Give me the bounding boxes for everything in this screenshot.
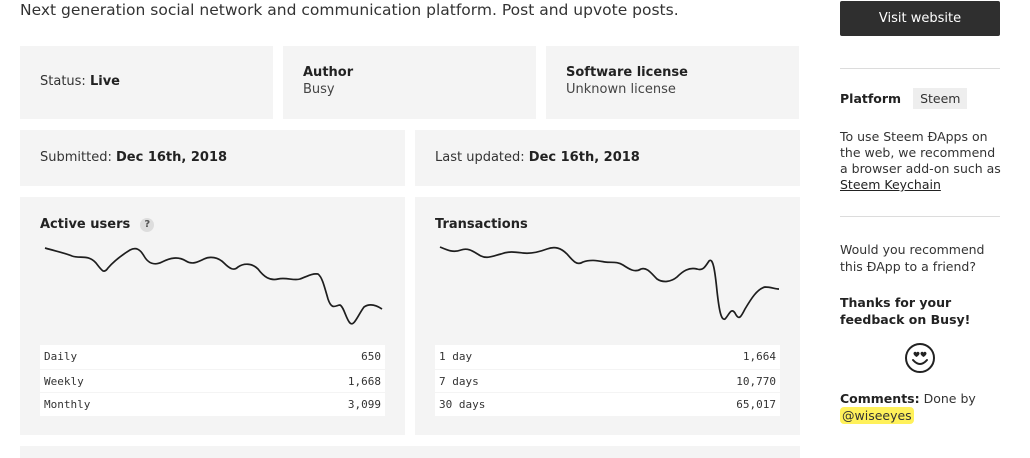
- transactions-sparkline: [439, 246, 780, 320]
- stat-row-daily: Daily 650: [40, 345, 385, 369]
- stat-row-30-days: 30 days 65,017: [435, 392, 780, 416]
- transactions-stats: 1 day 1,664 7 days 10,770 30 days 65,017: [435, 345, 780, 416]
- active-users-card: Active users ? Daily 650 Weekly 1,668 Mont…: [20, 197, 405, 435]
- status-label: Status:: [40, 74, 86, 89]
- sidebar-divider: [840, 68, 1000, 69]
- comments: Comments: Done by @wiseeyes: [840, 390, 1005, 424]
- active-users-title: Active users: [40, 217, 131, 232]
- active-users-stats: Daily 650 Weekly 1,668 Monthly 3,099: [40, 345, 385, 416]
- status-value: Live: [89, 74, 120, 89]
- license-card: Software license Unknown license: [546, 46, 799, 119]
- author-card: Author Busy: [283, 46, 536, 119]
- submitted-label: Submitted:: [40, 150, 112, 165]
- last-updated-label: Last updated:: [435, 150, 525, 165]
- feedback-thanks: Thanks for your feedback on Busy!: [840, 295, 971, 327]
- status-card: Status: Live: [20, 46, 273, 119]
- steem-keychain-link[interactable]: Steem Keychain: [840, 177, 941, 192]
- last-updated-date: Dec 16th, 2018: [528, 150, 640, 165]
- dapp-tagline: Next generation social network and commu…: [20, 1, 679, 19]
- sidebar-divider: [840, 216, 1000, 217]
- comments-label: Comments:: [840, 391, 920, 406]
- stat-row-1-day: 1 day 1,664: [435, 345, 780, 369]
- visit-website-button[interactable]: Visit website: [840, 1, 1000, 36]
- last-updated-card: Last updated: Dec 16th, 2018: [415, 130, 800, 186]
- platform-row: Platform Steem: [840, 88, 968, 109]
- platform-badge[interactable]: Steem: [913, 88, 968, 109]
- help-icon[interactable]: ?: [140, 217, 155, 232]
- comments-text: Done by: [923, 391, 976, 406]
- license-label: Software license: [566, 65, 688, 80]
- platform-label: Platform: [840, 91, 902, 106]
- submitted-card: Submitted: Dec 16th, 2018: [20, 130, 405, 186]
- recommend-question: Would you recommend this ĐApp to a frien…: [840, 242, 985, 274]
- transactions-title: Transactions: [435, 217, 528, 232]
- next-section-card: [20, 446, 800, 458]
- transactions-card: Transactions 1 day 1,664 7 days 10,770 30 …: [415, 197, 800, 435]
- stat-row-7-days: 7 days 10,770: [435, 368, 780, 392]
- stat-row-weekly: Weekly 1,668: [40, 368, 385, 392]
- heart-eyes-smiley-icon: [904, 342, 936, 378]
- platform-note: To use Steem ĐApps on the web, we recomm…: [840, 129, 1001, 192]
- stat-row-monthly: Monthly 3,099: [40, 392, 385, 416]
- submitted-date: Dec 16th, 2018: [115, 150, 228, 165]
- author-value: Busy: [303, 82, 335, 97]
- author-label: Author: [303, 65, 354, 80]
- license-value: Unknown license: [566, 82, 676, 97]
- comments-username: @wiseeyes: [840, 407, 914, 424]
- active-users-sparkline: [44, 247, 383, 325]
